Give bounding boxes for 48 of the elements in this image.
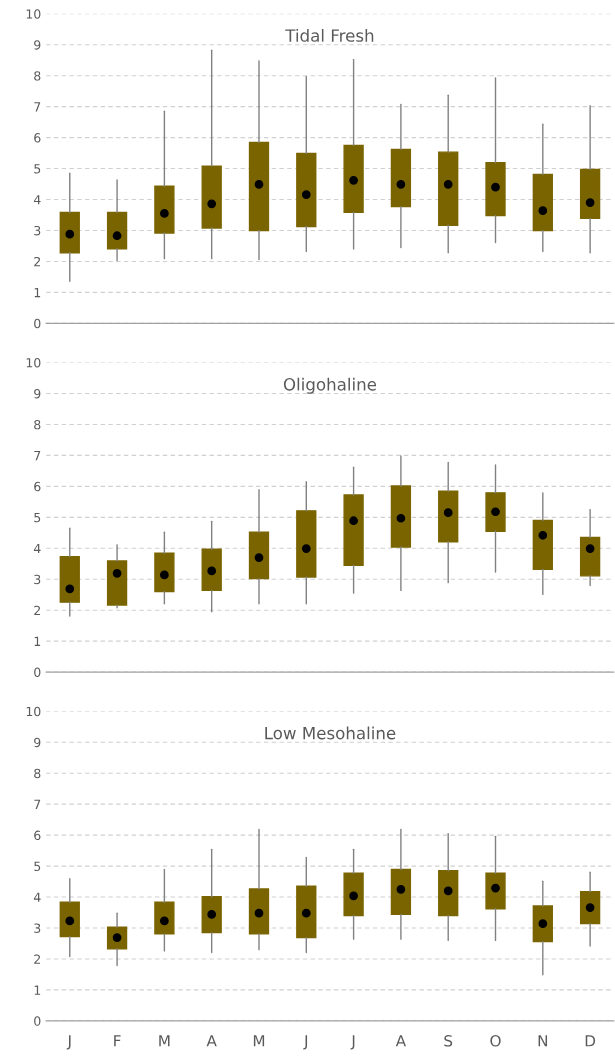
x-tick-label: J — [66, 1035, 71, 1050]
y-tick-label: 7 — [34, 799, 41, 809]
y-tick-label: 2 — [34, 256, 41, 267]
x-tick-label: N — [538, 1035, 548, 1047]
x-tick-label: M — [159, 1035, 170, 1047]
x-tick-label: F — [114, 1035, 121, 1047]
x-tick-label: J — [350, 1035, 355, 1050]
y-tick-label: 4 — [33, 892, 41, 902]
text: Low Mesohaline — [265, 726, 396, 740]
y-tick-label: 8 — [34, 71, 41, 81]
y-tick-label: 2 — [34, 605, 41, 615]
y-tick-label: 9 — [34, 737, 41, 748]
y-tick-label: 3 — [34, 225, 41, 236]
y-tick-label: 5 — [34, 164, 41, 174]
y-tick-label: 6 — [34, 481, 41, 492]
y-tick-label: 0 — [34, 667, 41, 678]
y-tick-label: 10 — [26, 358, 41, 368]
y-tick-label: 7 — [34, 102, 41, 112]
y-tick-label: 5 — [34, 512, 41, 523]
y-tick-label: 3 — [34, 923, 41, 933]
x-tick-label: J — [303, 1035, 308, 1050]
x-tick-label: A — [206, 1035, 217, 1047]
x-tick-label: M — [253, 1035, 265, 1047]
y-tick-label: 6 — [34, 830, 41, 841]
y-tick-label: 10 — [26, 706, 41, 717]
y-tick-label: 0 — [34, 1016, 41, 1026]
y-tick-label: 9 — [34, 40, 41, 50]
y-tick-label: 9 — [34, 388, 41, 399]
text: Tidal Fresh — [285, 28, 374, 42]
x-tick-label: A — [395, 1035, 406, 1047]
y-tick-label: 4 — [33, 195, 41, 205]
y-tick-label: 1 — [34, 636, 41, 646]
y-tick-label: 8 — [34, 768, 41, 779]
y-tick-label: 5 — [34, 861, 41, 872]
text: Oligohaline — [283, 377, 377, 394]
y-tick-label: 0 — [34, 318, 41, 329]
x-tick-label: D — [585, 1035, 596, 1047]
y-tick-label: 1 — [34, 985, 41, 995]
y-tick-label: 6 — [34, 133, 41, 143]
x-tick-label: S — [444, 1035, 453, 1047]
y-tick-label: 3 — [34, 574, 41, 585]
y-tick-label: 10 — [26, 9, 41, 19]
y-tick-label: 8 — [34, 419, 41, 430]
y-tick-label: 4 — [33, 543, 41, 554]
x-tick-label: O — [490, 1035, 501, 1047]
y-tick-label: 2 — [34, 954, 41, 964]
y-tick-label: 1 — [34, 288, 41, 298]
y-tick-label: 7 — [34, 451, 41, 461]
